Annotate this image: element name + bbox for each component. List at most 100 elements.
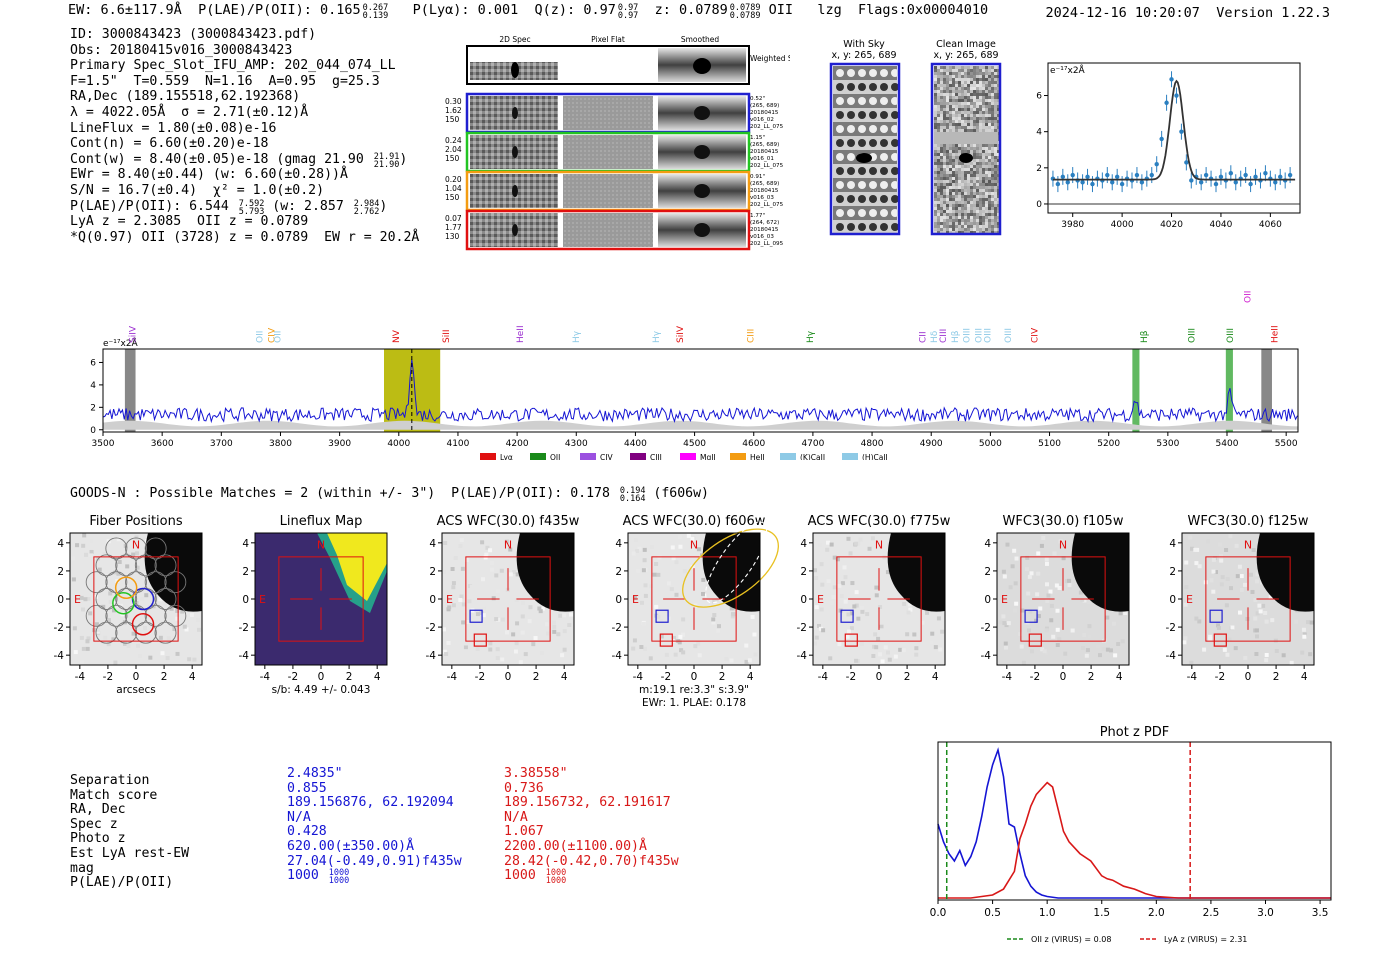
- clean-pixel: [961, 171, 964, 174]
- clean-pixel: [940, 144, 943, 147]
- noise-pixel: [1239, 574, 1244, 579]
- clean-pixel: [940, 198, 943, 201]
- clean-pixel: [988, 102, 991, 105]
- match-box-red: [1213, 633, 1227, 647]
- clean-pixel: [952, 168, 955, 171]
- panel-xtick-label: -4: [447, 671, 458, 683]
- panel-ytick-label: -4: [981, 650, 992, 662]
- noise-pixel: [75, 543, 80, 548]
- noise-pixel: [484, 552, 489, 557]
- clean-pixel: [997, 225, 1000, 228]
- noise-pixel: [101, 604, 106, 609]
- clean-pixel: [988, 90, 991, 93]
- clean-pixel: [934, 93, 937, 96]
- clean-pixel: [967, 72, 970, 75]
- panel-xtick-label: -2: [103, 671, 113, 683]
- panel-ytick-label: -2: [981, 622, 991, 634]
- clean-pixel: [976, 189, 979, 192]
- header-summary: EW: 6.6±117.9Å P(LAE)/P(OII): 0.165 0.267…: [68, 2, 989, 21]
- noise-pixel: [158, 635, 163, 640]
- noise-pixel: [872, 644, 877, 649]
- noise-pixel: [1005, 542, 1010, 547]
- clean-pixel: [955, 195, 958, 198]
- clean-pixel: [946, 78, 949, 81]
- clean-pixel: [964, 78, 967, 81]
- clean-pixel: [952, 195, 955, 198]
- clean-pixel: [961, 174, 964, 177]
- sky-fiber: [891, 167, 899, 175]
- clean-pixel: [970, 108, 973, 111]
- clean-pixel: [952, 87, 955, 90]
- noise-pixel: [82, 533, 87, 538]
- noise-pixel: [533, 636, 538, 641]
- clean-pixel: [973, 189, 976, 192]
- clean-pixel: [955, 216, 958, 219]
- pdf-xtick-label: 3.5: [1312, 907, 1329, 919]
- clean-pixel: [982, 156, 985, 159]
- noise-pixel: [814, 605, 819, 610]
- match-box-blue: [655, 609, 669, 623]
- clean-pixel: [991, 123, 994, 126]
- full-xtick-label: 4000: [387, 439, 410, 449]
- noise-pixel: [1002, 574, 1007, 579]
- noise-pixel: [192, 657, 197, 662]
- clean-pixel: [955, 201, 958, 204]
- zoom-point: [1060, 174, 1066, 180]
- panel-title: Fiber Positions: [89, 514, 182, 529]
- clean-pixel: [991, 144, 994, 147]
- noise-pixel: [1070, 628, 1075, 633]
- noise-pixel: [1224, 603, 1229, 608]
- clean-pixel: [967, 150, 970, 153]
- noise-pixel: [1026, 591, 1031, 596]
- clean-pixel: [961, 69, 964, 72]
- clean-pixel: [979, 213, 982, 216]
- clean-pixel: [970, 183, 973, 186]
- noise-pixel: [898, 647, 903, 652]
- clean-pixel: [940, 159, 943, 162]
- pdf-curve-blue: [937, 747, 1331, 899]
- clean-pixel: [934, 102, 937, 105]
- fiber-circle: [134, 621, 157, 644]
- noise-pixel: [1055, 627, 1060, 632]
- clean-pixel: [967, 228, 970, 231]
- clean-pixel: [985, 144, 988, 147]
- noise-pixel: [1049, 618, 1054, 623]
- clean-pixel: [943, 159, 946, 162]
- noise-pixel: [643, 583, 648, 588]
- clean-pixel: [976, 231, 979, 234]
- weighted-sum-smooth-peak: [693, 58, 711, 74]
- clean-pixel: [970, 198, 973, 201]
- clean-pixel: [943, 201, 946, 204]
- noise-pixel: [819, 607, 824, 612]
- noise-pixel: [189, 613, 194, 618]
- clean-pixel: [988, 228, 991, 231]
- legend-swatch: [842, 453, 858, 460]
- noise-pixel: [813, 568, 818, 573]
- clean-pixel: [961, 120, 964, 123]
- noise-pixel: [196, 618, 201, 623]
- noise-pixel: [731, 612, 736, 617]
- noise-pixel: [1113, 653, 1118, 658]
- clean-pixel: [976, 177, 979, 180]
- clean-pixel: [937, 93, 940, 96]
- clean-pixel: [979, 78, 982, 81]
- clean-pixel: [997, 138, 1000, 141]
- clean-pixel: [955, 225, 958, 228]
- clean-pixel: [952, 81, 955, 84]
- panel-ytick-label: -4: [1166, 650, 1177, 662]
- line-band-green: [1132, 349, 1140, 432]
- clean-pixel: [943, 99, 946, 102]
- clean-pixel: [973, 87, 976, 90]
- cutout-row-meta: 20180415: [750, 149, 779, 155]
- clean-pixel: [934, 72, 937, 75]
- clean-pixel: [976, 90, 979, 93]
- clean-pixel: [970, 189, 973, 192]
- clean-pixel: [961, 111, 964, 114]
- noise-pixel: [79, 635, 84, 640]
- clean-pixel: [994, 147, 997, 150]
- clean-pixel: [982, 192, 985, 195]
- clean-pixel: [979, 81, 982, 84]
- noise-pixel: [711, 617, 716, 622]
- noise-pixel: [1029, 649, 1034, 654]
- noise-pixel: [1055, 642, 1060, 647]
